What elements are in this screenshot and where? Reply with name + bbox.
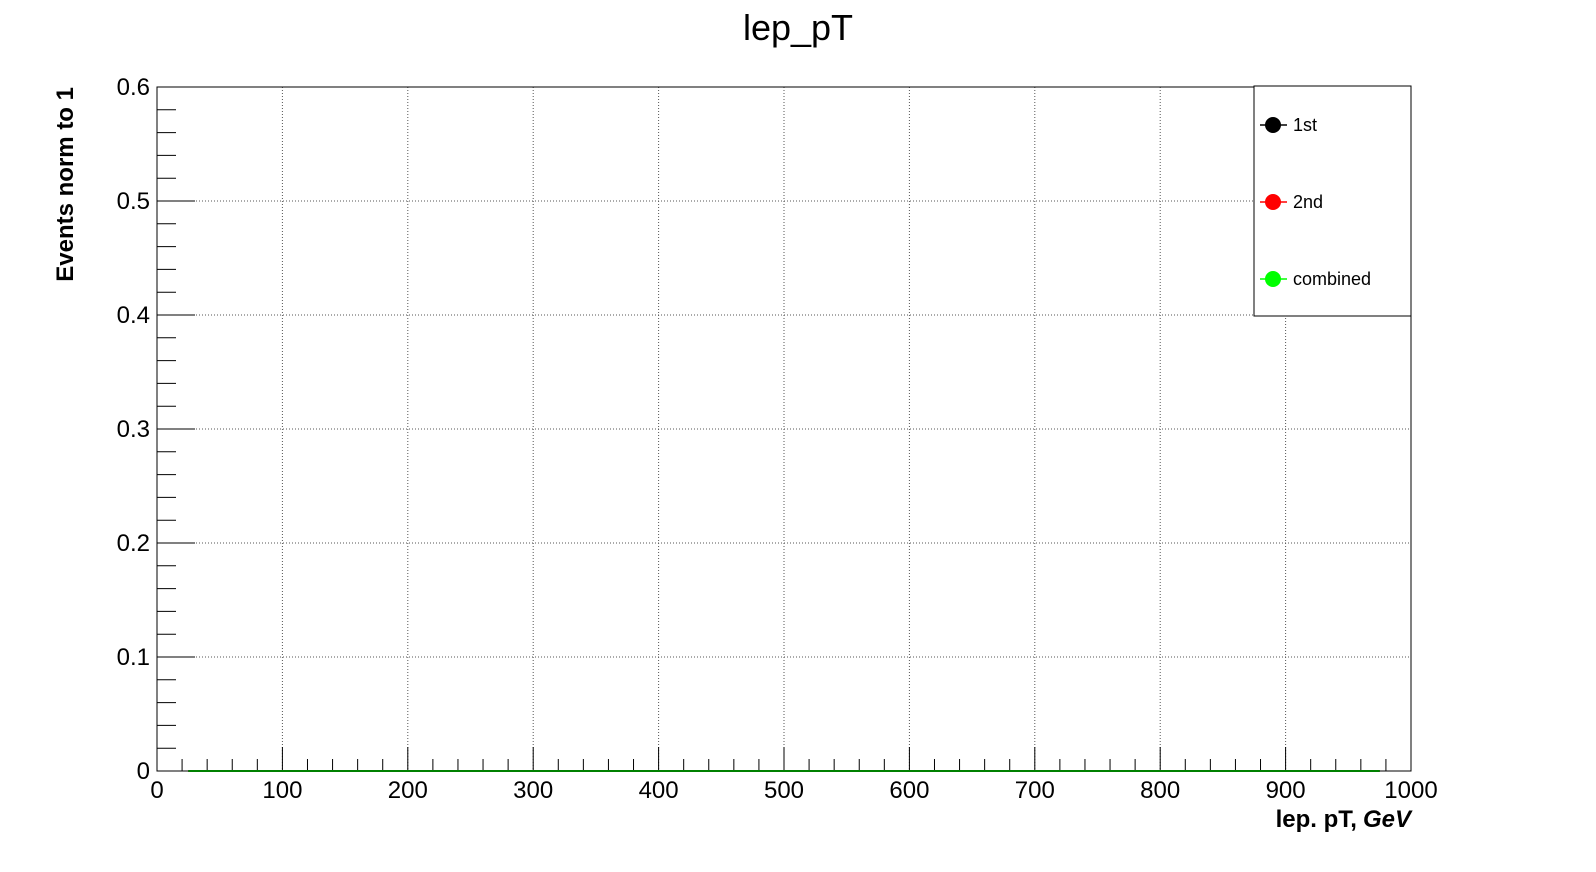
y-tick-label: 0.5 (117, 188, 150, 215)
x-tick-label: 200 (388, 777, 428, 804)
legend-marker-combined (1265, 271, 1281, 287)
legend-marker-1st (1265, 117, 1281, 133)
x-tick-label: 1000 (1384, 777, 1437, 804)
grid (157, 87, 1411, 771)
x-tick-label: 500 (764, 777, 804, 804)
y-tick-label: 0.2 (117, 530, 150, 557)
x-axis-label-text: lep. pT, (1276, 806, 1357, 833)
x-tick-label: 900 (1266, 777, 1306, 804)
x-tick-label: 300 (513, 777, 553, 804)
y-tick-label: 0.6 (117, 74, 150, 101)
legend-label-combined: combined (1293, 269, 1371, 289)
legend-label-2nd: 2nd (1293, 192, 1323, 212)
x-tick-label: 600 (889, 777, 929, 804)
axes: 0 100 200 300 400 500 600 700 800 900 1000 0 0.1 0.2 0… (117, 74, 1438, 804)
legend-marker-2nd (1265, 194, 1281, 210)
y-tick-label: 0.4 (117, 302, 150, 329)
y-axis-label: Events norm to 1 (52, 87, 79, 282)
legend-label-1st: 1st (1293, 115, 1317, 135)
plot-frame (156, 86, 1412, 772)
x-tick-label: 0 (150, 777, 163, 804)
x-tick-label: 700 (1015, 777, 1055, 804)
legend: 1st 2nd combined (1253, 85, 1412, 317)
x-tick-label: 800 (1140, 777, 1180, 804)
x-tick-label: 100 (262, 777, 302, 804)
x-axis-label: lep. pT, GeV (1276, 806, 1413, 833)
y-tick-label: 0.1 (117, 644, 150, 671)
y-tick-label: 0 (137, 758, 150, 785)
x-axis-label-unit: GeV (1363, 806, 1413, 833)
y-tick-label: 0.3 (117, 416, 150, 443)
chart-title: lep_pT (743, 7, 853, 48)
x-tick-label: 400 (639, 777, 679, 804)
